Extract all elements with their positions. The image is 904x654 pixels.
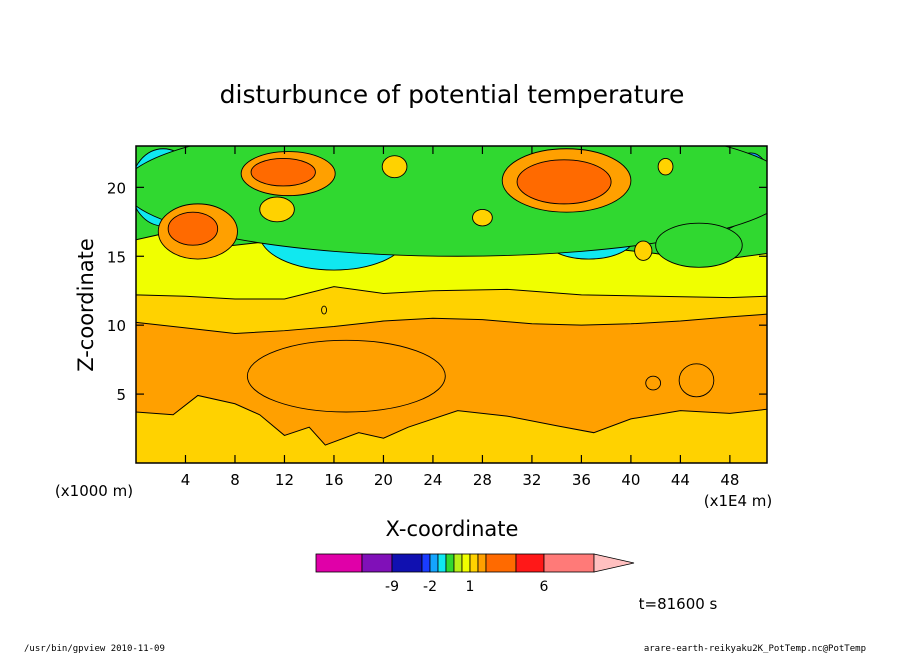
contour-region xyxy=(472,208,493,227)
colorbar-cell xyxy=(315,553,363,573)
x-tick-label: 4 xyxy=(181,471,191,489)
contour-region xyxy=(246,339,446,413)
contour-region xyxy=(516,159,612,205)
colorbar-cell xyxy=(361,553,393,573)
time-label: t=81600 s xyxy=(639,595,718,613)
colorbar-cell xyxy=(515,553,545,573)
x-tick-label: 44 xyxy=(671,471,690,489)
y-tick-label: 20 xyxy=(107,179,126,197)
colorbar-label: 6 xyxy=(540,579,549,595)
colorbar-cell xyxy=(485,553,517,573)
x-tick-label: 32 xyxy=(522,471,541,489)
x-axis: 4 8 12 16 20 24 28 32 36 40 44 48 xyxy=(181,146,739,489)
y-axis-label: Z-coordinate xyxy=(74,238,98,372)
x-scale-label: (x1E4 m) xyxy=(704,492,773,510)
colorbar-cell xyxy=(453,553,463,573)
chart-title: disturbunce of potential temperature xyxy=(220,80,685,109)
colorbar-cell xyxy=(391,553,423,573)
x-tick-label: 24 xyxy=(423,471,442,489)
colorbar-label: -9 xyxy=(385,579,399,595)
x-unit-label: (x1000 m) xyxy=(55,482,133,500)
x-tick-label: 48 xyxy=(720,471,739,489)
footer-left: /usr/bin/gpview 2010-11-09 xyxy=(24,644,165,654)
colorbar-cell xyxy=(445,553,455,573)
colorbar-label: -2 xyxy=(423,579,437,595)
y-tick-label: 10 xyxy=(107,317,126,335)
colorbar: -9 -2 1 6 xyxy=(315,553,635,595)
colorbar-cell xyxy=(469,553,479,573)
region-group xyxy=(136,146,767,413)
x-tick-label: 28 xyxy=(473,471,492,489)
contour-region xyxy=(678,363,715,398)
colorbar-cell xyxy=(421,553,431,573)
x-tick-label: 8 xyxy=(230,471,240,489)
contour-region xyxy=(655,222,743,268)
contour-region xyxy=(250,157,316,187)
contour-region xyxy=(657,157,674,176)
colorbar-cell xyxy=(543,553,595,573)
x-tick-label: 36 xyxy=(572,471,591,489)
contour-region xyxy=(634,240,653,261)
colorbar-label: 1 xyxy=(466,579,475,595)
colorbar-cell xyxy=(437,553,447,573)
isolated-contour xyxy=(321,305,328,315)
colorbar-cell xyxy=(429,553,439,573)
x-tick-label: 16 xyxy=(324,471,343,489)
contour-region xyxy=(259,196,295,223)
y-tick-label: 5 xyxy=(116,386,126,404)
x-tick-label: 20 xyxy=(374,471,393,489)
colorbar-cell xyxy=(461,553,471,573)
plot-area xyxy=(136,146,767,463)
x-tick-label: 12 xyxy=(275,471,294,489)
contour-region xyxy=(167,211,219,246)
contour-region xyxy=(645,375,662,391)
colorbar-cell xyxy=(477,553,487,573)
footer-right: arare-earth-reikyaku2K_PotTemp.nc@PotTem… xyxy=(644,644,866,654)
colorbar-arrow xyxy=(593,553,635,573)
plot-frame xyxy=(135,145,768,464)
contour-region xyxy=(381,155,408,179)
y-tick-label: 15 xyxy=(107,248,126,266)
y-axis: 5 10 15 20 xyxy=(107,179,767,404)
x-axis-label: X-coordinate xyxy=(386,517,519,541)
x-tick-label: 40 xyxy=(621,471,640,489)
